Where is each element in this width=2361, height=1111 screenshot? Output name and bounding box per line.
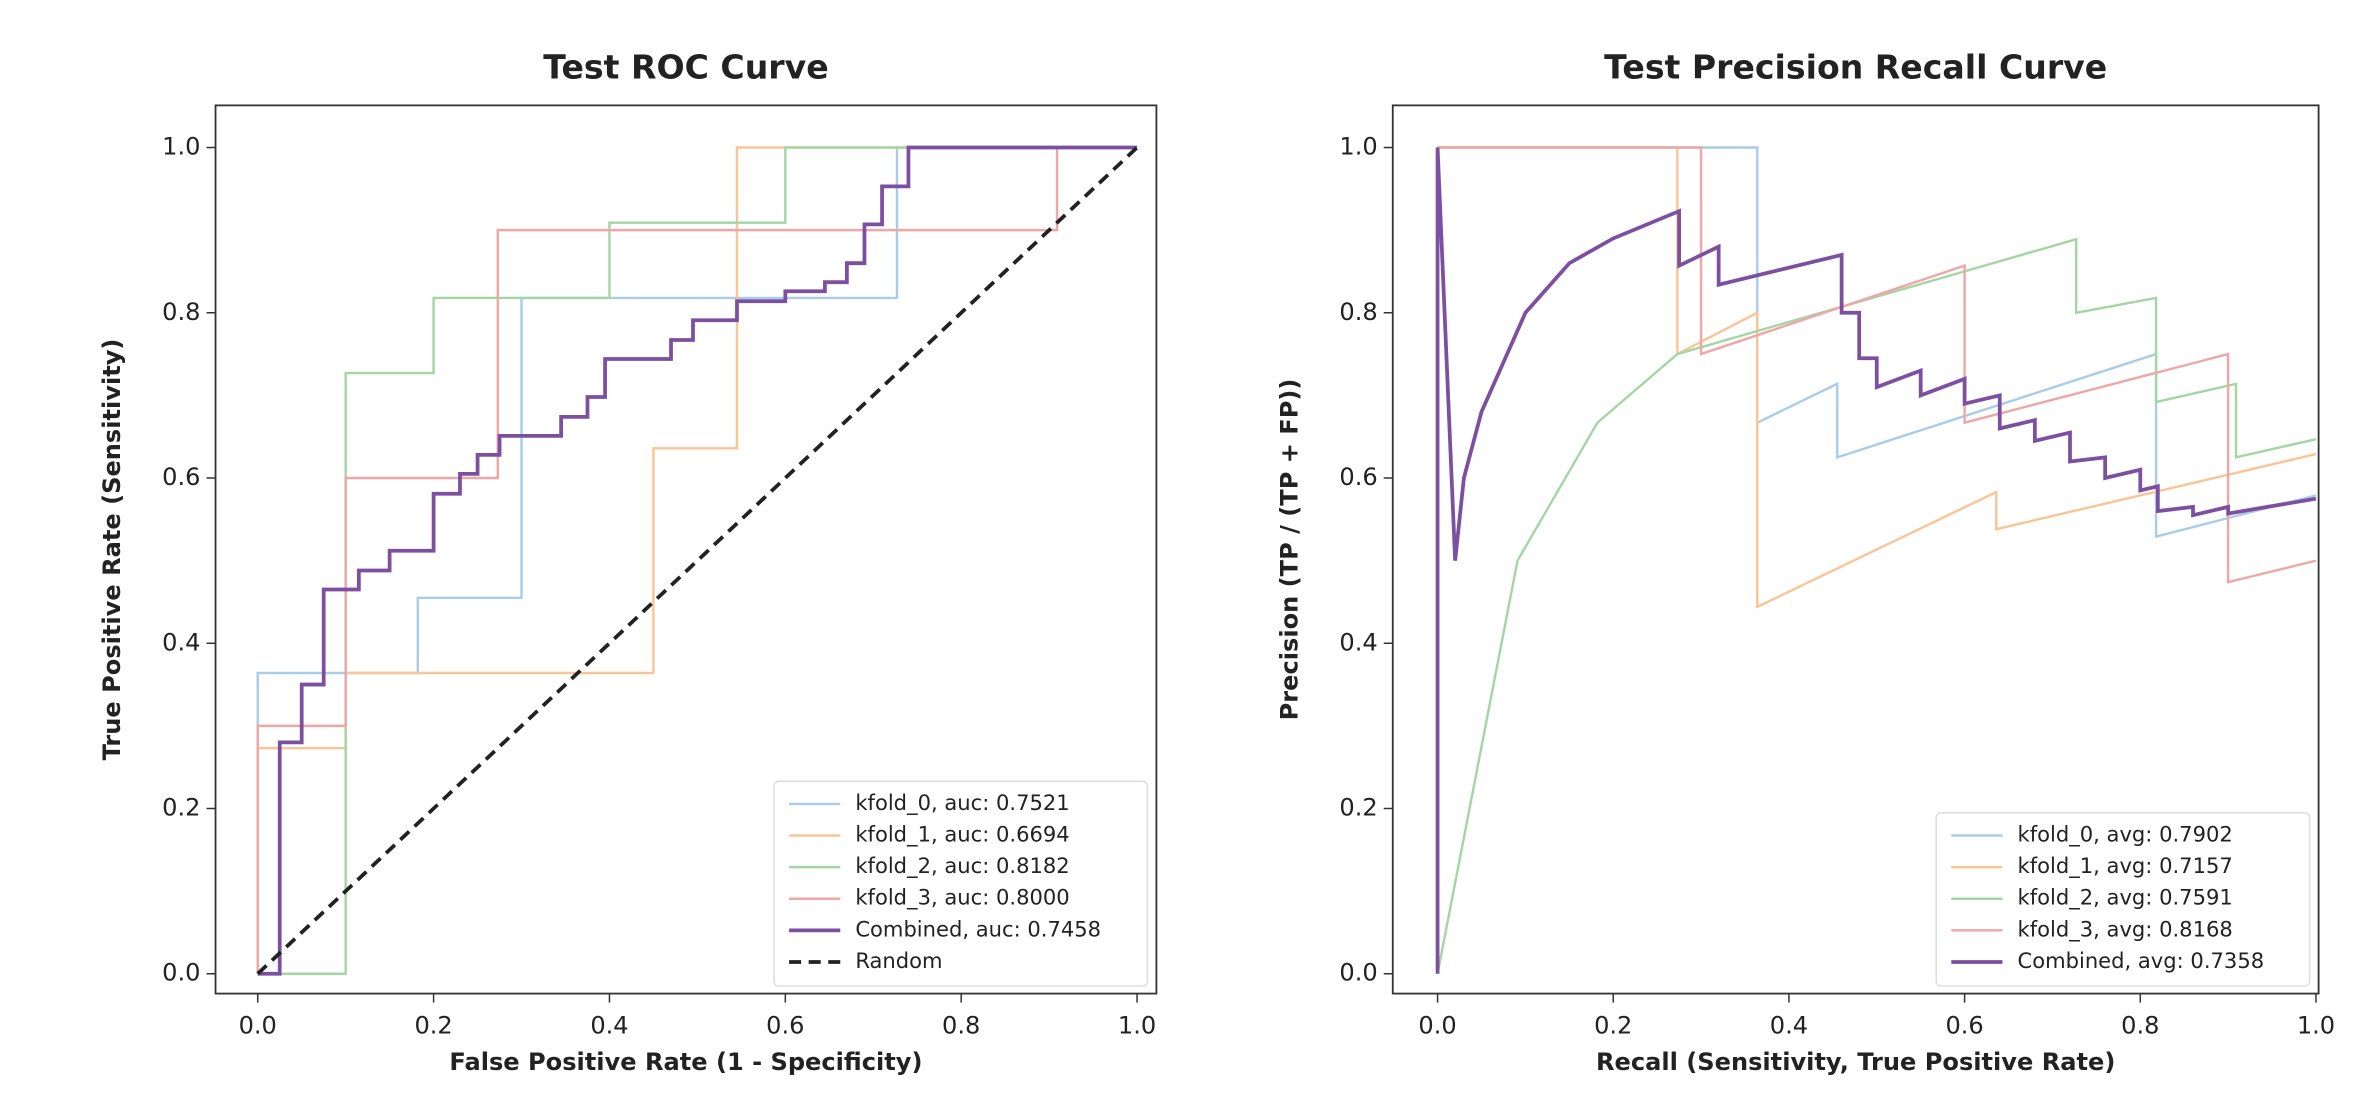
x-tick-label: 0.6 [1945, 1012, 1983, 1040]
y-tick-label: 0.2 [162, 794, 200, 822]
y-tick-label: 0.8 [162, 298, 200, 326]
y-tick-label: 0.4 [162, 628, 200, 656]
x-tick-label: 0.2 [1594, 1012, 1632, 1040]
y-tick-label: 0.0 [162, 959, 200, 987]
x-tick-label: 0.8 [942, 1012, 980, 1040]
y-tick-label: 0.0 [1339, 959, 1377, 987]
y-tick-label: 1.0 [162, 133, 200, 161]
legend-label: kfold_0, auc: 0.7521 [855, 790, 1069, 816]
x-axis-label: Recall (Sensitivity, True Positive Rate) [1596, 1048, 2115, 1076]
legend-box [773, 780, 1149, 987]
x-tick-label: 1.0 [2297, 1012, 2335, 1040]
y-tick-label: 0.6 [1339, 463, 1377, 491]
x-tick-label: 0.8 [2121, 1012, 2159, 1040]
x-tick-label: 1.0 [1118, 1012, 1156, 1040]
series-line [256, 146, 1138, 974]
chart-title: Test ROC Curve [543, 48, 828, 87]
y-axis-label: True Positive Rate (Sensitivity) [98, 339, 126, 761]
legend-label: kfold_2, auc: 0.8182 [855, 853, 1069, 879]
legend-label: kfold_3, auc: 0.8000 [855, 885, 1069, 911]
y-tick-label: 0.4 [1339, 628, 1377, 656]
x-tick-label: 0.4 [590, 1012, 628, 1040]
x-tick-label: 0.4 [1770, 1012, 1808, 1040]
series-line [1435, 147, 2317, 974]
legend-label: kfold_0, avg: 0.7902 [2018, 822, 2233, 848]
legend-label: kfold_2, avg: 0.7591 [2018, 885, 2233, 911]
x-tick-label: 0.0 [239, 1012, 277, 1040]
series-line [1437, 146, 2317, 539]
y-tick-label: 0.2 [1339, 794, 1377, 822]
legend-label: kfold_3, avg: 0.8168 [2018, 916, 2233, 942]
y-tick-label: 0.8 [1339, 298, 1377, 326]
legend-label: Random [855, 948, 942, 973]
legend-box [1935, 812, 2311, 987]
x-axis-label: False Positive Rate (1 - Specificity) [449, 1048, 922, 1076]
x-tick-label: 0.6 [766, 1012, 804, 1040]
y-tick-label: 1.0 [1339, 133, 1377, 161]
chart-title: Test Precision Recall Curve [1604, 48, 2107, 87]
series-line [1436, 237, 2317, 974]
x-tick-label: 0.0 [1418, 1012, 1456, 1040]
legend-label: Combined, avg: 0.7358 [2018, 948, 2265, 973]
series-line [256, 146, 1139, 976]
series-line [1437, 146, 2317, 584]
plot-frame [1391, 104, 2320, 995]
series-line [256, 146, 1138, 974]
y-tick-label: 0.6 [162, 463, 200, 491]
series-line [257, 145, 1138, 976]
legend-label: kfold_1, avg: 0.7157 [2018, 853, 2233, 879]
plot-frame [214, 104, 1158, 995]
series-line [256, 146, 1138, 974]
x-tick-label: 0.2 [414, 1012, 452, 1040]
legend-label: kfold_1, auc: 0.6694 [855, 822, 1069, 848]
y-axis-label: Precision (TP / (TP + FP)) [1275, 379, 1303, 721]
series-line [1437, 146, 2317, 609]
legend-label: Combined, auc: 0.7458 [855, 916, 1101, 941]
